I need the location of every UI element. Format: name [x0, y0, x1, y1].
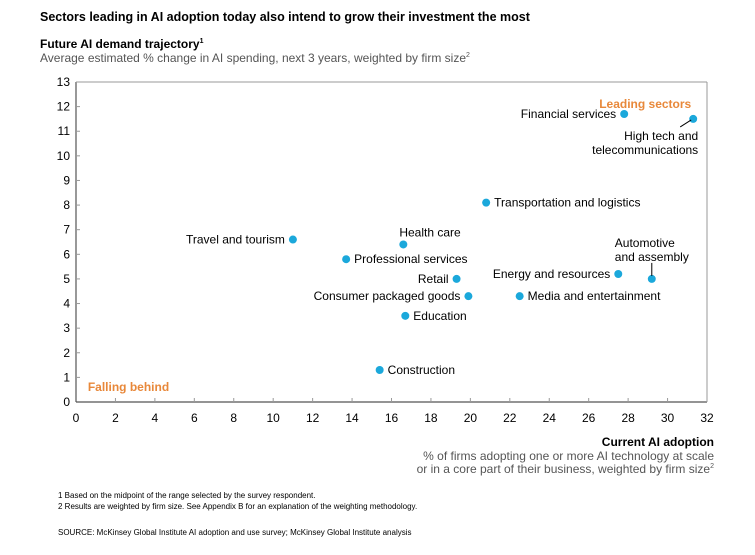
y-axis-subtitle-text: Average estimated % change in AI spendin… — [40, 51, 467, 65]
footnote-1: 1 Based on the midpoint of the range sel… — [58, 491, 316, 500]
footnote-2: 2 Results are weighted by firm size. See… — [58, 502, 418, 511]
y-axis-subtitle: Average estimated % change in AI spendin… — [40, 51, 470, 65]
x-tick-label: 28 — [621, 411, 635, 425]
y-tick-label: 11 — [58, 124, 71, 138]
data-point — [342, 255, 351, 264]
data-point-group: Energy and resources — [493, 267, 623, 281]
data-point-label: telecommunications — [592, 143, 698, 157]
y-tick-label: 3 — [63, 321, 70, 335]
data-point-label: Retail — [418, 272, 449, 286]
x-tick-label: 8 — [230, 411, 237, 425]
x-tick-label: 12 — [306, 411, 320, 425]
x-tick-label: 0 — [73, 411, 80, 425]
leader-line — [679, 119, 692, 128]
x-tick-label: 2 — [112, 411, 119, 425]
data-point — [401, 311, 410, 320]
y-axis-title-footnote-marker: 1 — [199, 38, 204, 45]
y-tick-label: 4 — [63, 297, 70, 311]
y-axis-title-text: Future AI demand trajectory — [40, 37, 200, 51]
data-point-label: Automotive — [615, 236, 675, 250]
data-point-group: Construction — [375, 363, 455, 377]
data-point-group: Financial services — [521, 107, 629, 121]
data-point-label: Professional services — [354, 252, 467, 266]
plot-frame — [75, 81, 708, 403]
x-axis-subtitle-line1: % of firms adopting one or more AI techn… — [423, 449, 714, 463]
data-point — [452, 274, 461, 283]
leading-sectors-label: Leading sectors — [599, 97, 691, 111]
x-tick-label: 4 — [152, 411, 159, 425]
chart-title: Sectors leading in AI adoption today als… — [40, 10, 530, 24]
x-tick-label: 24 — [543, 411, 557, 425]
y-tick-label: 2 — [63, 346, 70, 360]
data-point — [647, 274, 656, 283]
x-axis-subtitle-line2: or in a core part of their business, wei… — [417, 462, 714, 476]
data-point-group: Professional services — [342, 252, 468, 266]
y-tick-label: 5 — [63, 272, 70, 286]
data-point — [288, 235, 297, 244]
y-axis-title: Future AI demand trajectory1 — [40, 37, 204, 51]
data-point-label: Consumer packaged goods — [314, 289, 461, 303]
data-point-group: Education — [401, 309, 467, 323]
x-tick-label: 10 — [267, 411, 281, 425]
data-point-label: Education — [413, 309, 466, 323]
source-note: SOURCE: McKinsey Global Institute AI ado… — [58, 528, 412, 537]
y-tick-label: 8 — [63, 198, 70, 212]
data-point-group: Media and entertainment — [515, 289, 661, 303]
falling-behind-label: Falling behind — [88, 380, 169, 394]
y-tick-label: 0 — [63, 395, 70, 409]
x-tick-label: 18 — [424, 411, 438, 425]
data-point-label: and assembly — [615, 250, 689, 264]
data-point-label: Travel and tourism — [186, 233, 285, 247]
x-tick-label: 6 — [191, 411, 198, 425]
y-tick-label: 9 — [63, 173, 70, 187]
data-point-group: Retail — [418, 272, 461, 286]
data-point-label: Energy and resources — [493, 267, 610, 281]
x-tick-label: 16 — [385, 411, 399, 425]
data-point — [464, 292, 473, 301]
x-tick-label: 20 — [464, 411, 478, 425]
y-tick-label: 1 — [63, 370, 70, 384]
data-point — [614, 270, 623, 278]
data-point — [399, 240, 408, 249]
y-tick-label: 12 — [57, 100, 71, 114]
data-point-label: Health care — [399, 225, 461, 239]
x-tick-label: 22 — [503, 411, 517, 425]
x-axis-subtitle-line2-text: or in a core part of their business, wei… — [416, 462, 711, 476]
data-point-group: Consumer packaged goods — [314, 289, 473, 303]
data-point — [689, 114, 698, 123]
data-point — [482, 198, 491, 207]
data-point-label: High tech and — [624, 129, 698, 143]
data-point-label: Transportation and logistics — [494, 196, 640, 210]
zone-annotations: Leading sectors Falling behind — [88, 97, 692, 394]
data-point — [375, 366, 384, 374]
y-axis-subtitle-footnote-marker: 2 — [466, 52, 470, 59]
data-point-group: Travel and tourism — [186, 233, 297, 247]
y-tick-label: 7 — [63, 223, 70, 237]
data-point — [620, 110, 629, 118]
x-axis-subtitle-footnote-marker: 2 — [710, 463, 714, 470]
y-tick-label: 13 — [57, 75, 71, 89]
data-point-group: Transportation and logistics — [482, 196, 640, 210]
x-axis-ticks: 0 2 4 6 8 10 12 14 16 18 20 22 24 26 28 30 32 — [73, 398, 714, 425]
y-tick-label: 10 — [57, 149, 71, 163]
x-tick-label: 30 — [661, 411, 675, 425]
x-tick-label: 14 — [345, 411, 359, 425]
data-point-group: Health care — [399, 225, 461, 249]
data-point-label: Construction — [388, 363, 455, 377]
x-axis-title: Current AI adoption — [601, 435, 714, 449]
data-point — [515, 292, 524, 301]
data-point-label: Media and entertainment — [528, 289, 661, 303]
x-tick-label: 32 — [700, 411, 714, 425]
y-tick-label: 6 — [63, 247, 70, 261]
data-point-label: Financial services — [521, 107, 616, 121]
x-tick-label: 26 — [582, 411, 596, 425]
